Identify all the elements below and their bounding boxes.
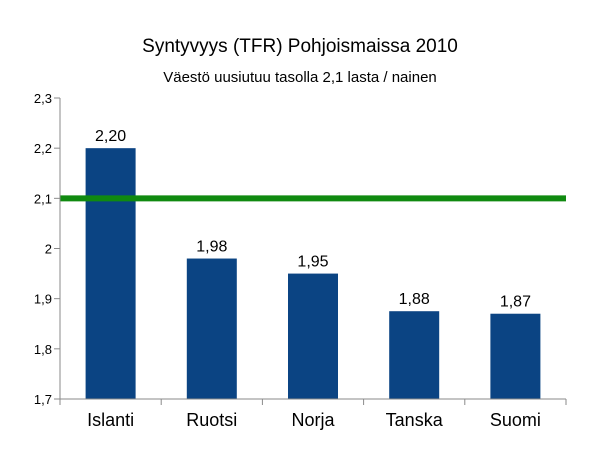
data-labels-group: 2,20 1,98 1,95 1,88 1,87 xyxy=(95,128,531,311)
y-tick-label: 2,1 xyxy=(34,191,52,206)
bars-group xyxy=(85,148,541,399)
x-category-label: Islanti xyxy=(87,410,134,430)
y-axis-ticks: 1,7 1,8 1,9 2 2,1 2,2 2,3 xyxy=(34,91,60,407)
y-tick-label: 2 xyxy=(45,242,52,257)
data-label: 1,95 xyxy=(297,254,328,271)
chart-title: Syntyvyys (TFR) Pohjoismaissa 2010 xyxy=(142,36,458,57)
x-category-label: Suomi xyxy=(490,410,541,430)
bar-tanska xyxy=(389,311,440,399)
x-category-label: Ruotsi xyxy=(186,410,237,430)
y-tick-label: 1,7 xyxy=(34,392,52,407)
bar-ruotsi xyxy=(186,258,237,399)
data-label: 1,98 xyxy=(196,239,227,256)
y-tick-label: 1,9 xyxy=(34,292,52,307)
y-tick-label: 2,3 xyxy=(34,91,52,106)
y-tick-label: 2,2 xyxy=(34,141,52,156)
axes-group xyxy=(59,98,567,405)
bar-norja xyxy=(288,273,338,399)
chart-subtitle: Väestö uusiutuu tasolla 2,1 lasta / nain… xyxy=(163,69,437,86)
x-axis-labels: Islanti Ruotsi Norja Tanska Suomi xyxy=(87,410,541,430)
data-label: 1,88 xyxy=(399,291,430,308)
bar-suomi xyxy=(490,313,541,399)
bar-islanti xyxy=(85,148,136,399)
y-tick-label: 1,8 xyxy=(34,342,52,357)
x-category-label: Tanska xyxy=(386,410,444,430)
x-category-label: Norja xyxy=(291,410,335,430)
data-label: 1,87 xyxy=(500,294,531,311)
data-label: 2,20 xyxy=(95,128,126,145)
